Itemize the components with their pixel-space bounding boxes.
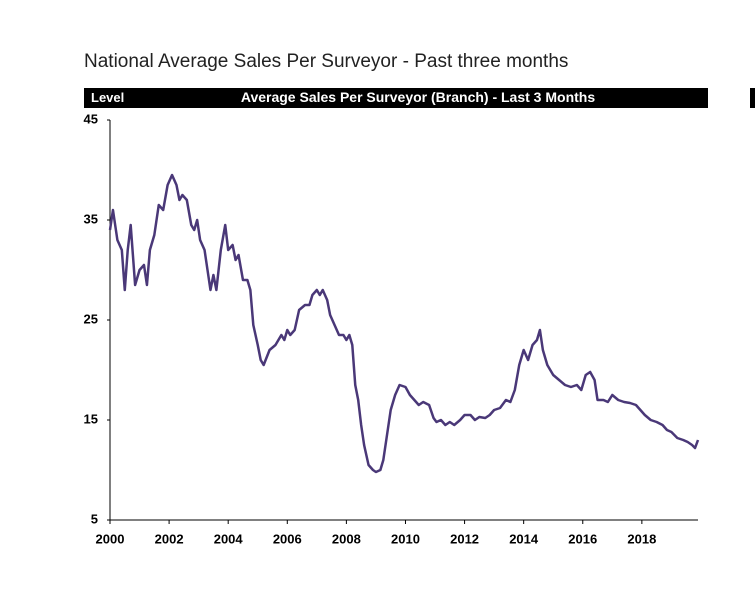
y-tick-label: 35 — [84, 211, 98, 226]
x-tick-label: 2014 — [509, 531, 539, 546]
header-left: Level — [91, 90, 124, 105]
chart-title: National Average Sales Per Surveyor - Pa… — [84, 51, 568, 72]
y-tick-label: 15 — [84, 411, 98, 426]
data-line — [108, 173, 700, 474]
x-tick-label: 2010 — [391, 531, 420, 546]
x-tick-label: 2016 — [568, 531, 597, 546]
y-tick-label: 5 — [91, 511, 98, 526]
x-tick-label: 2000 — [96, 531, 125, 546]
header-bar — [84, 88, 708, 108]
y-tick-label: 25 — [84, 311, 98, 326]
x-tick-label: 2018 — [627, 531, 656, 546]
y-tick-label: 45 — [84, 111, 98, 126]
x-tick-label: 2004 — [214, 531, 244, 546]
x-tick-label: 2008 — [332, 531, 361, 546]
header-title: Average Sales Per Surveyor (Branch) - La… — [241, 89, 595, 105]
x-tick-label: 2006 — [273, 531, 302, 546]
adjacent-chart-edge — [750, 88, 755, 108]
x-tick-label: 2002 — [155, 531, 184, 546]
x-tick-label: 2012 — [450, 531, 479, 546]
